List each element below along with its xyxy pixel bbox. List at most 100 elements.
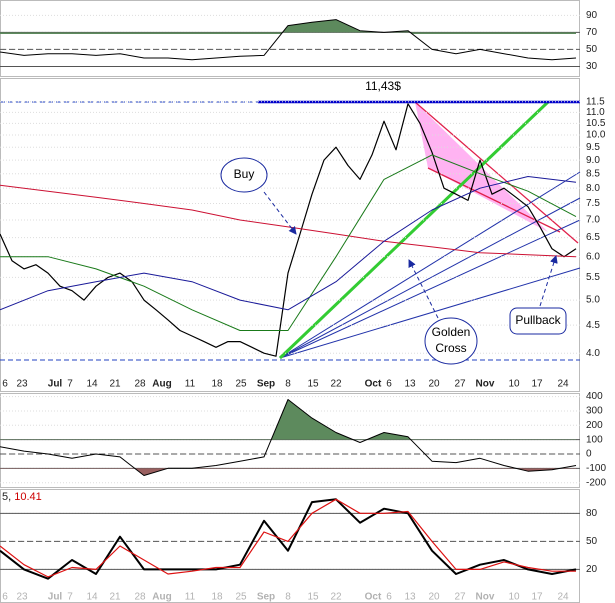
x-tick-label-faint: Aug (152, 592, 171, 603)
x-tick-label: 15 (307, 379, 319, 390)
x-tick-label: 14 (86, 379, 98, 390)
x-tick-label-faint: 17 (531, 592, 543, 603)
trendlines (0, 100, 581, 361)
fan-lines (279, 171, 581, 359)
x-tick-label-faint: 15 (307, 592, 319, 603)
x-tick-label: 10 (508, 379, 520, 390)
x-tick-label: 6 (386, 379, 392, 390)
x-tick-label-faint: Sep (257, 592, 275, 603)
pennant-upper (414, 101, 579, 244)
y-tick-label: 11.5 (586, 96, 605, 107)
y-tick-label: 50 (586, 44, 598, 55)
golden-cross-ellipse (424, 317, 478, 365)
x-tick-label-faint: 7 (67, 592, 73, 603)
x-tick-label: Aug (152, 379, 171, 390)
y-tick-label: 6.5 (586, 232, 600, 243)
y-tick-label: 400 (586, 391, 603, 402)
series-line (0, 498, 576, 578)
green-trendline (278, 100, 550, 360)
x-tick-label-faint: 24 (557, 592, 569, 603)
threshold-fill (0, 399, 576, 440)
x-tick-label-faint: 6 (2, 592, 8, 603)
plot: 305070904.04.55.05.56.06.57.07.58.08.59.… (0, 10, 606, 603)
x-tick-label: Oct (365, 379, 382, 390)
y-tick-label: 8.5 (586, 168, 600, 179)
pennant-lower (427, 167, 561, 233)
x-tick-label-faint: 22 (330, 592, 342, 603)
y-tick-label: 70 (586, 27, 598, 38)
y-tick-label: -200 (586, 477, 606, 488)
series-line (0, 19, 577, 61)
x-tick-label: 17 (531, 379, 543, 390)
x-tick-label: 21 (109, 379, 121, 390)
x-tick-label-faint: 27 (454, 592, 466, 603)
pullback-label: Pullback (515, 313, 561, 327)
series-line (0, 103, 577, 357)
y-tick-label: 7.5 (586, 198, 600, 209)
series-line (0, 399, 577, 476)
y-tick-label: -100 (586, 463, 606, 474)
pullback-box (509, 307, 567, 335)
x-tick-label: Jul (48, 379, 63, 390)
peak-label: 11,43$ (365, 79, 401, 93)
annotations: 11,43$ Buy Golden Cross Pullback 5, 10.4… (2, 79, 567, 503)
y-tick-label: 100 (586, 434, 603, 445)
y-tick-label: 50 (586, 536, 598, 547)
stoch-header: 5, 10.41 (2, 491, 42, 503)
x-tick-label: Nov (476, 379, 495, 390)
y-tick-label: 9.0 (586, 155, 600, 166)
series-line (0, 176, 577, 311)
threshold-fill (0, 19, 576, 34)
y-tick-label: 4.0 (586, 348, 600, 359)
x-tick-label: 6 (2, 379, 8, 390)
x-tick-label: 25 (235, 379, 247, 390)
series-line (0, 154, 577, 331)
y-tick-label: 5.5 (586, 272, 600, 283)
buy-label: Buy (234, 167, 255, 181)
stoch-header-value: 10.41 (14, 491, 42, 503)
y-tick-label: 8.0 (586, 183, 600, 194)
y-tick-label: 10.5 (586, 118, 606, 129)
series-line (0, 498, 577, 580)
buy-ellipse (220, 157, 268, 193)
y-tick-label: 300 (586, 406, 603, 417)
y-tick-label: 80 (586, 508, 598, 519)
x-tick-label-faint: 23 (16, 592, 28, 603)
y-tick-label: 20 (586, 564, 598, 575)
x-tick-label-faint: 8 (285, 592, 291, 603)
x-tick-label-faint: 6 (386, 592, 392, 603)
threshold-fill (0, 468, 576, 476)
x-tick-label: 7 (67, 379, 73, 390)
y-tick-label: 10.0 (586, 130, 606, 141)
y-tick-label: 11.0 (586, 107, 605, 118)
x-tick-label-faint: 21 (109, 592, 121, 603)
x-tick-label-faint: 18 (211, 592, 223, 603)
x-tick-label: 22 (330, 379, 342, 390)
y-tick-label: 4.5 (586, 320, 600, 331)
y-tick-label: 7.0 (586, 215, 600, 226)
pullback-arrow (539, 255, 558, 307)
x-tick-label: 18 (211, 379, 223, 390)
y-tick-label: 30 (586, 61, 598, 72)
x-tick-label-faint: 28 (134, 592, 146, 603)
x-tick-label: 24 (557, 379, 569, 390)
x-tick-label: 13 (404, 379, 416, 390)
x-tick-label-faint: Oct (365, 592, 382, 603)
y-tick-label: 90 (586, 10, 598, 21)
y-tick-label: 200 (586, 420, 603, 431)
x-tick-label-faint: Nov (476, 592, 495, 603)
x-tick-label: Sep (257, 379, 275, 390)
y-tick-label: 6.0 (586, 251, 600, 262)
x-tick-label: 27 (454, 379, 466, 390)
golden-cross-arrow (408, 259, 439, 319)
y-tick-label: 5.0 (586, 295, 600, 306)
y-tick-label: 0 (586, 449, 592, 460)
series-line (0, 184, 577, 258)
x-tick-label: 20 (428, 379, 440, 390)
x-tick-label-faint: 10 (508, 592, 520, 603)
x-tick-label: 23 (16, 379, 28, 390)
golden-cross-label: Cross (435, 341, 466, 355)
x-tick-label-faint: 14 (86, 592, 98, 603)
